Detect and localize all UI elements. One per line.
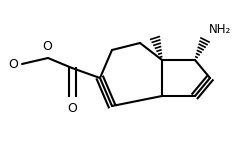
Text: O: O [42,40,52,53]
Text: O: O [67,102,77,115]
Text: O: O [8,57,18,71]
Text: NH₂: NH₂ [209,23,231,36]
